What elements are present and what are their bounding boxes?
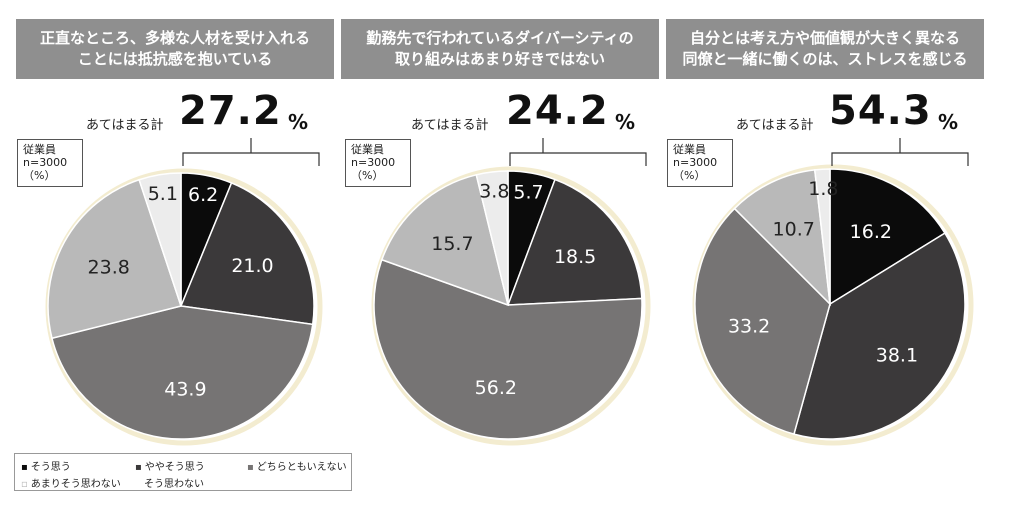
legend-item: ▪ ややそう思う xyxy=(135,458,205,473)
sample-n: n=3000 xyxy=(673,156,718,169)
legend-item: ▪ そう思う xyxy=(21,458,71,473)
slice-value-label: 5.1 xyxy=(148,183,178,205)
chart-title-line2: 取り組みはあまり好きではない xyxy=(394,50,605,68)
pie-chart: 6.2 21.0 43.9 23.8 5.1 xyxy=(45,168,323,446)
chart-title-line1: 正直なところ、多様な人材を受け入れる xyxy=(39,29,310,47)
sample-label: 従業員 xyxy=(23,143,56,156)
slice-value-label: 21.0 xyxy=(231,255,273,277)
pie-slice xyxy=(733,169,831,307)
total-value: 24.2 xyxy=(506,88,609,134)
sample-size-box: 従業員 n=3000 （%） xyxy=(17,139,83,187)
slice-value-label: 15.7 xyxy=(431,233,473,255)
chart-panel-2: 勤務先で行われているダイバーシティの 取り組みはあまり好きではない 5.7 18.… xyxy=(341,0,661,510)
total-label: あてはまる計 xyxy=(86,118,164,133)
legend-label: どちらともいえない xyxy=(256,462,347,473)
slice-value-label: 33.2 xyxy=(728,315,770,337)
total-unit: % xyxy=(615,110,636,134)
chart-title-line1: 自分とは考え方や価値観が大きく異なる xyxy=(689,29,960,47)
sample-unit: （%） xyxy=(23,169,56,182)
chart-title: 自分とは考え方や価値観が大きく異なる 同僚と一緒に働くのは、ストレスを感じる xyxy=(666,19,984,79)
pie-slice xyxy=(694,207,831,436)
slice-value-label: 16.2 xyxy=(850,221,892,243)
legend-item: ▫ あまりそう思わない xyxy=(21,475,121,490)
pie-slice xyxy=(179,181,315,326)
total-value: 27.2 xyxy=(179,88,282,134)
pie-slice xyxy=(51,305,314,440)
sample-size-box: 従業員 n=3000 （%） xyxy=(667,139,733,187)
legend-swatch-icon: ▪ xyxy=(21,462,28,473)
pie-chart: 16.2 38.1 33.2 10.7 1.8 xyxy=(692,164,974,446)
sample-label: 従業員 xyxy=(351,143,384,156)
chart-title: 勤務先で行われているダイバーシティの 取り組みはあまり好きではない xyxy=(341,19,659,79)
pie-slice xyxy=(138,172,182,307)
pie-slice xyxy=(829,168,946,306)
pie-slice xyxy=(506,178,643,306)
chart-title: 正直なところ、多様な人材を受け入れる ことには抵抗感を抱いている xyxy=(16,19,334,79)
slice-value-label: 6.2 xyxy=(188,184,218,206)
slice-value-label: 43.9 xyxy=(164,378,206,400)
slice-value-label: 10.7 xyxy=(773,219,815,241)
legend-label: あまりそう思わない xyxy=(30,479,121,490)
total-unit: % xyxy=(938,110,959,134)
sample-unit: （%） xyxy=(351,169,384,182)
pie-slice xyxy=(813,168,831,305)
legend-label: そう思う xyxy=(30,462,71,473)
legend: ▪ そう思う ▪ ややそう思う ▪ どちらともいえない ▫ あまりそう思わない そう思わ… xyxy=(14,453,352,491)
legend-swatch-icon: ▪ xyxy=(135,462,142,473)
chart-title-line2: 同僚と一緒に働くのは、ストレスを感じる xyxy=(682,50,968,68)
legend-label: ややそう思う xyxy=(144,462,205,473)
chart-panel-3: 自分とは考え方や価値観が大きく異なる 同僚と一緒に働くのは、ストレスを感じる 1… xyxy=(666,0,986,510)
total-value: 54.3 xyxy=(829,88,932,134)
slice-value-label: 56.2 xyxy=(475,377,517,399)
slice-value-label: 23.8 xyxy=(88,256,130,278)
slice-value-label: 18.5 xyxy=(554,246,596,268)
slice-value-label: 3.8 xyxy=(479,181,509,203)
chart-title-line1: 勤務先で行われているダイバーシティの xyxy=(366,29,634,47)
pie-slice xyxy=(47,178,182,340)
chart-title-line2: ことには抵抗感を抱いている xyxy=(77,50,273,68)
legend-item: そう思わない xyxy=(144,475,204,490)
pie-slice xyxy=(793,232,966,440)
slice-value-label: 1.8 xyxy=(808,178,838,200)
slice-value-label: 5.7 xyxy=(513,182,543,204)
slice-value-label: 38.1 xyxy=(876,344,918,366)
pie-slice xyxy=(380,173,510,307)
pie-slice xyxy=(373,258,643,440)
chart-panel-1: 正直なところ、多様な人材を受け入れる ことには抵抗感を抱いている 6.2 21.0… xyxy=(16,0,336,510)
sample-size-box: 従業員 n=3000 （%） xyxy=(345,139,411,187)
legend-item: ▪ どちらともいえない xyxy=(247,458,347,473)
legend-label: そう思わない xyxy=(144,479,204,490)
sample-unit: （%） xyxy=(673,169,706,182)
legend-swatch-icon: ▫ xyxy=(21,479,28,490)
sample-n: n=3000 xyxy=(351,156,396,169)
total-unit: % xyxy=(288,110,309,134)
pie-chart: 5.7 18.5 56.2 15.7 3.8 xyxy=(371,166,651,446)
total-label: あてはまる計 xyxy=(736,118,814,133)
legend-swatch-icon: ▪ xyxy=(247,462,254,473)
sample-n: n=3000 xyxy=(23,156,68,169)
pie-slice xyxy=(475,170,509,306)
sample-label: 従業員 xyxy=(673,143,706,156)
total-label: あてはまる計 xyxy=(411,118,489,133)
